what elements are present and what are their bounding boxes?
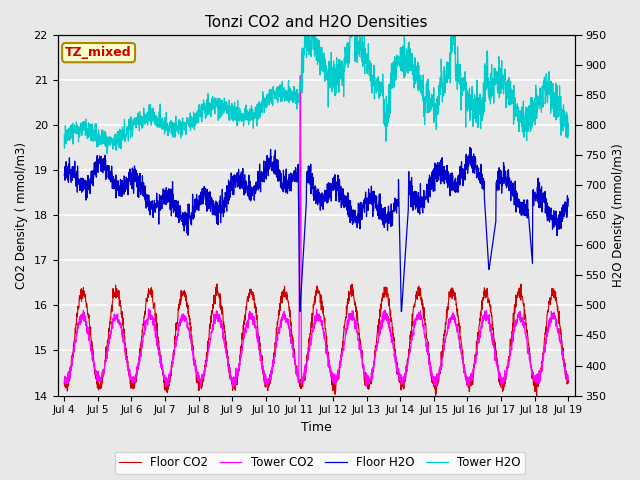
Tower H2O — [103, 151, 111, 156]
Floor H2O — [520, 207, 528, 213]
Y-axis label: CO2 Density ( mmol/m3): CO2 Density ( mmol/m3) — [15, 142, 28, 289]
Tower H2O — [463, 96, 470, 102]
Floor CO2 — [534, 378, 542, 384]
Tower CO2 — [331, 372, 339, 377]
Floor CO2 — [342, 315, 349, 321]
Floor H2O — [60, 172, 68, 178]
Tower CO2 — [534, 375, 542, 381]
Floor H2O — [564, 196, 572, 202]
Line: Floor H2O: Floor H2O — [64, 147, 568, 312]
Floor H2O — [342, 203, 349, 209]
Tower CO2 — [463, 375, 470, 381]
Floor H2O — [201, 190, 209, 196]
Floor CO2 — [564, 380, 572, 385]
Floor H2O — [296, 309, 303, 314]
Text: TZ_mixed: TZ_mixed — [65, 46, 132, 59]
Tower H2O — [520, 134, 528, 140]
Tower H2O — [534, 100, 542, 106]
Line: Tower H2O: Tower H2O — [64, 11, 568, 154]
Tower CO2 — [201, 365, 209, 371]
Legend: Floor CO2, Tower CO2, Floor H2O, Tower H2O: Floor CO2, Tower CO2, Floor H2O, Tower H… — [115, 452, 525, 474]
Line: Tower CO2: Tower CO2 — [64, 76, 568, 388]
Tower H2O — [564, 131, 572, 137]
X-axis label: Time: Time — [301, 421, 332, 434]
Tower H2O — [60, 132, 68, 138]
Tower CO2 — [342, 331, 349, 337]
Floor CO2 — [60, 380, 68, 385]
Floor CO2 — [201, 365, 209, 371]
Y-axis label: H2O Density (mmol/m3): H2O Density (mmol/m3) — [612, 144, 625, 288]
Tower H2O — [342, 49, 349, 55]
Floor H2O — [534, 175, 542, 181]
Tower CO2 — [229, 385, 237, 391]
Tower H2O — [201, 109, 209, 115]
Floor CO2 — [331, 381, 339, 386]
Tower H2O — [350, 8, 358, 13]
Floor CO2 — [213, 281, 221, 287]
Floor H2O — [463, 167, 470, 172]
Line: Floor CO2: Floor CO2 — [64, 284, 568, 396]
Tower CO2 — [296, 73, 304, 79]
Tower CO2 — [60, 379, 68, 385]
Title: Tonzi CO2 and H2O Densities: Tonzi CO2 and H2O Densities — [205, 15, 428, 30]
Floor H2O — [331, 187, 339, 192]
Tower CO2 — [564, 377, 572, 383]
Floor CO2 — [533, 393, 541, 399]
Floor CO2 — [520, 300, 527, 306]
Tower H2O — [331, 61, 339, 67]
Floor CO2 — [463, 376, 470, 382]
Floor H2O — [466, 144, 474, 150]
Tower CO2 — [520, 325, 528, 331]
